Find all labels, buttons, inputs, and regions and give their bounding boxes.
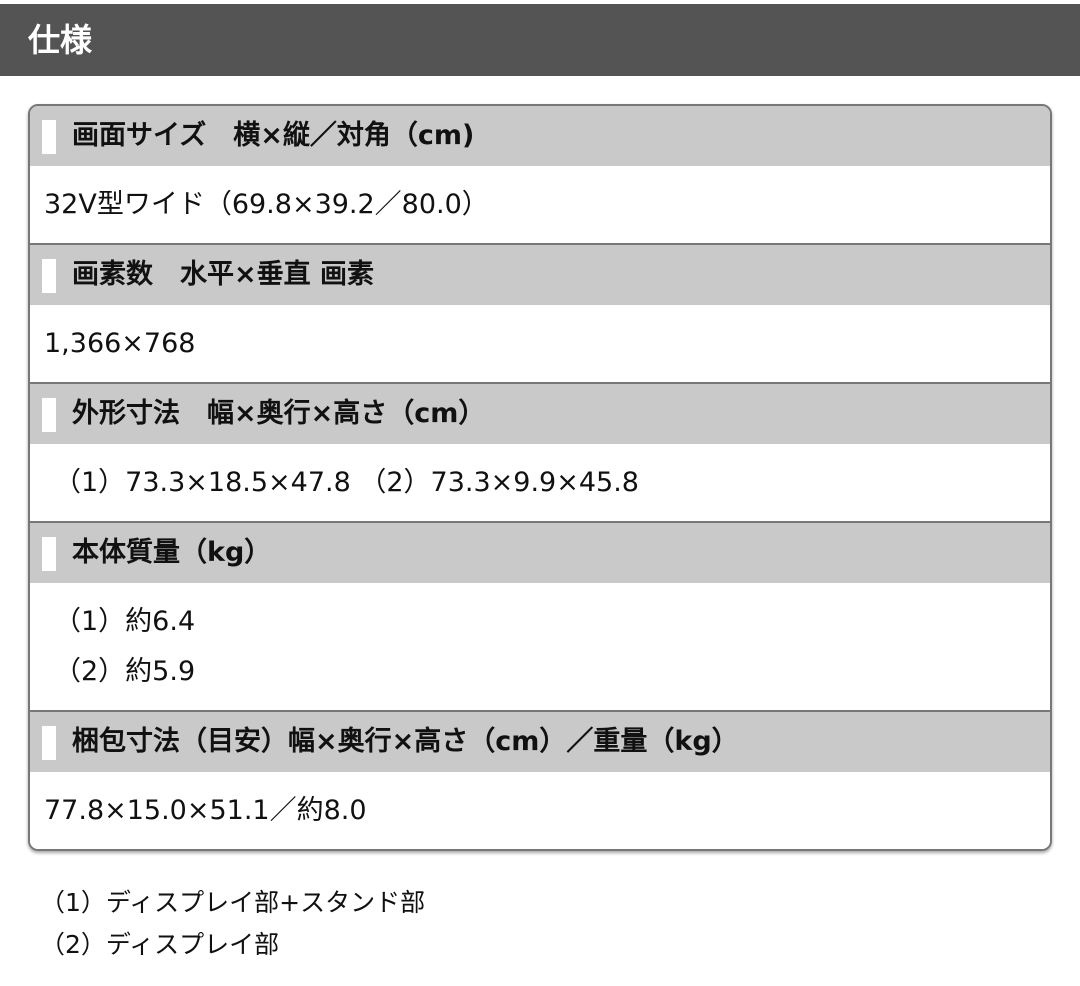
spec-header-screen-size: 画面サイズ 横×縦／対角（cm)	[30, 106, 1050, 166]
spec-label: 外形寸法 幅×奥行×高さ（cm）	[72, 398, 486, 429]
spec-value-packaging: 77.8×15.0×51.1／約8.0	[30, 772, 1050, 849]
footnote: （2）ディスプレイ部	[40, 930, 280, 959]
spec-header-pixels: 画素数 水平×垂直 画素	[30, 245, 1050, 305]
spec-header-weight: 本体質量（kg）	[30, 523, 1050, 583]
spec-table: 画面サイズ 横×縦／対角（cm) 32V型ワイド（69.8×39.2／80.0）…	[28, 104, 1052, 851]
spec-header-dimensions: 外形寸法 幅×奥行×高さ（cm）	[30, 384, 1050, 444]
header-marker	[42, 398, 56, 432]
spec-value-pixels: 1,366×768	[30, 305, 1050, 384]
header-marker	[42, 726, 56, 760]
footnote: （1）ディスプレイ部+スタンド部	[40, 888, 426, 917]
spec-label: 本体質量（kg）	[72, 537, 272, 568]
spec-label: 画素数 水平×垂直 画素	[72, 259, 375, 290]
spec-header-packaging: 梱包寸法（目安）幅×奥行×高さ（cm）／重量（kg）	[30, 712, 1050, 772]
spec-value-screen-size: 32V型ワイド（69.8×39.2／80.0）	[30, 166, 1050, 245]
footnotes: （1）ディスプレイ部+スタンド部 （2）ディスプレイ部	[40, 882, 425, 966]
spec-value: 77.8×15.0×51.1／約8.0	[44, 795, 367, 826]
header-marker	[42, 120, 56, 154]
section-title: 仕様	[0, 4, 1080, 76]
header-marker	[42, 259, 56, 293]
spec-value-weight: （1）約6.4 （2）約5.9	[30, 583, 1050, 712]
spec-label: 画面サイズ 横×縦／対角（cm)	[72, 120, 475, 151]
spec-value: （2）約5.9	[54, 656, 196, 687]
spec-value: （1）73.3×18.5×47.8 （2）73.3×9.9×45.8	[54, 467, 639, 498]
spec-value: （1）約6.4	[54, 606, 196, 637]
spec-value: 32V型ワイド（69.8×39.2／80.0）	[44, 189, 489, 220]
header-marker	[42, 537, 56, 571]
spec-value-dimensions: （1）73.3×18.5×47.8 （2）73.3×9.9×45.8	[30, 444, 1050, 523]
spec-label: 梱包寸法（目安）幅×奥行×高さ（cm）／重量（kg）	[72, 726, 739, 757]
spec-value: 1,366×768	[44, 328, 196, 359]
